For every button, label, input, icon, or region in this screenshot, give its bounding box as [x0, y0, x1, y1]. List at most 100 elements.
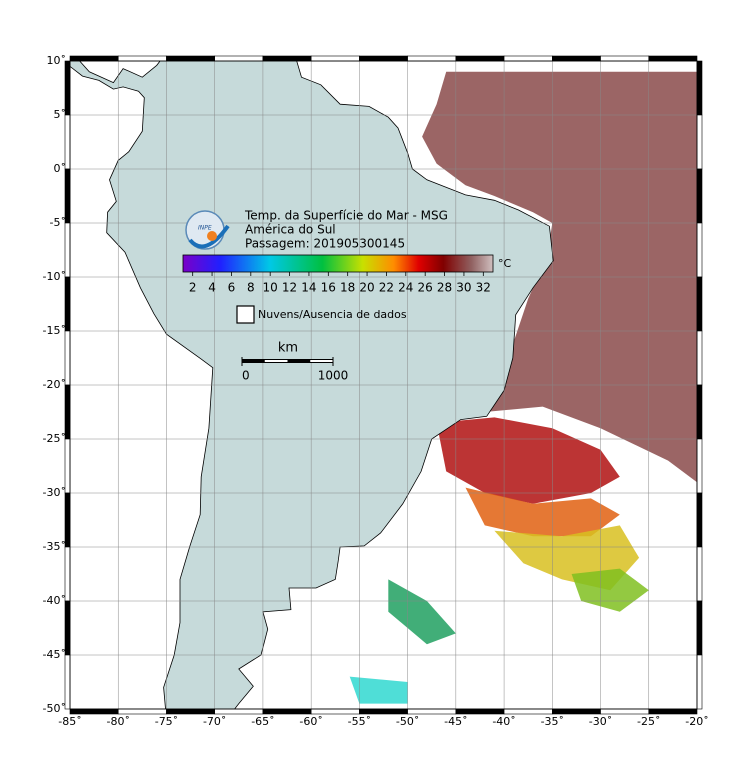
- colorbar-tick-label: 12: [282, 281, 297, 295]
- colorbar-tick-label: 24: [398, 281, 413, 295]
- axes: -85˚ -80˚ -75˚ -70˚ -65˚ -60˚ -55˚ -50˚ -45˚ -40˚…: [43, 54, 709, 728]
- plot-area: [70, 61, 697, 709]
- scale-bar-segment: [310, 360, 333, 362]
- frame-segment: [552, 55, 601, 62]
- frame-segment: [696, 168, 703, 224]
- frame-segment: [696, 276, 703, 332]
- frame-segment: [64, 438, 71, 494]
- y-tick-label: -25˚: [43, 432, 66, 445]
- colorbar-tick-label: 20: [359, 281, 374, 295]
- y-tick-label: -40˚: [43, 594, 66, 607]
- y-tick-label: -10˚: [43, 270, 66, 283]
- frame-segment: [214, 55, 264, 62]
- frame-segment: [696, 600, 703, 656]
- nodata-label: Nuvens/Ausencia de dados: [258, 308, 407, 321]
- frame-segment: [455, 55, 505, 62]
- frame-segment: [696, 438, 703, 494]
- colorbar: [182, 254, 494, 273]
- frame-segment: [696, 60, 703, 116]
- frame-segment: [503, 708, 553, 715]
- frame-segment: [696, 654, 703, 710]
- region: América do Sul: [245, 223, 336, 237]
- colorbar-tick-label: 14: [301, 281, 316, 295]
- sst-area: [436, 417, 620, 504]
- x-tick-label: -25˚: [637, 715, 660, 728]
- colorbar-tick-label: 28: [437, 281, 452, 295]
- frame-segment: [310, 708, 360, 715]
- x-tick-label: -35˚: [541, 715, 564, 728]
- colorbar-tick-label: 2: [189, 281, 197, 295]
- title: Temp. da Superfície do Mar - MSG: [244, 209, 448, 223]
- frame-segment: [310, 55, 360, 62]
- frame-segment: [696, 384, 703, 440]
- colorbar-tick-label: 22: [379, 281, 394, 295]
- x-tick-label: -70˚: [203, 715, 226, 728]
- frame-segment: [64, 654, 71, 710]
- y-tick-label: -5˚: [50, 216, 66, 229]
- x-tick-label: -45˚: [444, 715, 467, 728]
- x-tick-label: -50˚: [396, 715, 419, 728]
- nodata-swatch: [236, 305, 255, 324]
- y-tick-label: -15˚: [43, 324, 66, 337]
- frame-segment: [64, 222, 71, 278]
- frame-segment: [64, 492, 71, 548]
- colorbar-tick-label: 4: [208, 281, 216, 295]
- frame-segment: [64, 60, 71, 116]
- frame-segment: [696, 546, 703, 602]
- frame-segment: [696, 114, 703, 170]
- scale-tick-label: 0: [242, 369, 250, 383]
- frame-segment: [552, 708, 601, 715]
- frame-segment: [600, 55, 650, 62]
- frame-segment: [407, 708, 457, 715]
- scale-bar-segment: [264, 360, 288, 362]
- frame-segment: [166, 708, 215, 715]
- frame-segment: [64, 384, 71, 440]
- colorbar-tick-label: 6: [228, 281, 236, 295]
- frame-segment: [648, 708, 698, 715]
- y-tick-label: -30˚: [43, 486, 66, 499]
- frame-segment: [166, 55, 215, 62]
- legend-panel: INPE Temp. da Superfície do Mar - MSG Am…: [182, 209, 512, 356]
- plot-border: [69, 60, 698, 710]
- scale-tick-label: 1000: [318, 369, 349, 383]
- y-tick-label: -50˚: [43, 702, 66, 715]
- frame-segment: [64, 330, 71, 386]
- x-tick-label: -55˚: [348, 715, 371, 728]
- colorbar-tick-label: 30: [456, 281, 471, 295]
- y-tick-label: -35˚: [43, 540, 66, 553]
- y-tick-label: -20˚: [43, 378, 66, 391]
- frame-segment: [69, 708, 119, 715]
- frame-segment: [262, 55, 312, 62]
- frame-segment: [64, 600, 71, 656]
- frame-segment: [117, 55, 167, 62]
- scale-unit: km: [278, 341, 298, 356]
- colorbar-tick-label: 8: [247, 281, 255, 295]
- frame-segment: [696, 222, 703, 278]
- y-tick-label: 0˚: [54, 162, 67, 175]
- x-tick-label: -85˚: [58, 715, 81, 728]
- sst-area: [571, 568, 649, 612]
- x-tick-label: -40˚: [492, 715, 515, 728]
- y-tick-label: 5˚: [54, 108, 67, 121]
- colorbar-tick-label: 18: [340, 281, 355, 295]
- frame-segment: [600, 708, 650, 715]
- colorbar-unit: °C: [498, 257, 512, 270]
- frame-segment: [455, 708, 505, 715]
- x-tick-label: -80˚: [106, 715, 129, 728]
- frame-segment: [64, 546, 71, 602]
- colorbar-tick-label: 16: [321, 281, 336, 295]
- x-tick-label: -65˚: [251, 715, 274, 728]
- frame-segment: [359, 55, 408, 62]
- logo-swoosh: [188, 224, 230, 249]
- frame-segment: [503, 55, 553, 62]
- frame-segment: [69, 55, 119, 62]
- sst-area: [349, 676, 408, 704]
- logo-sun: [207, 231, 217, 241]
- frame-segment: [64, 168, 71, 224]
- frame-segment: [407, 55, 457, 62]
- colorbar-tick-label: 26: [418, 281, 433, 295]
- x-tick-label: -60˚: [299, 715, 322, 728]
- frame-segment: [64, 114, 71, 170]
- pass: Passagem: 201905300145: [245, 237, 405, 251]
